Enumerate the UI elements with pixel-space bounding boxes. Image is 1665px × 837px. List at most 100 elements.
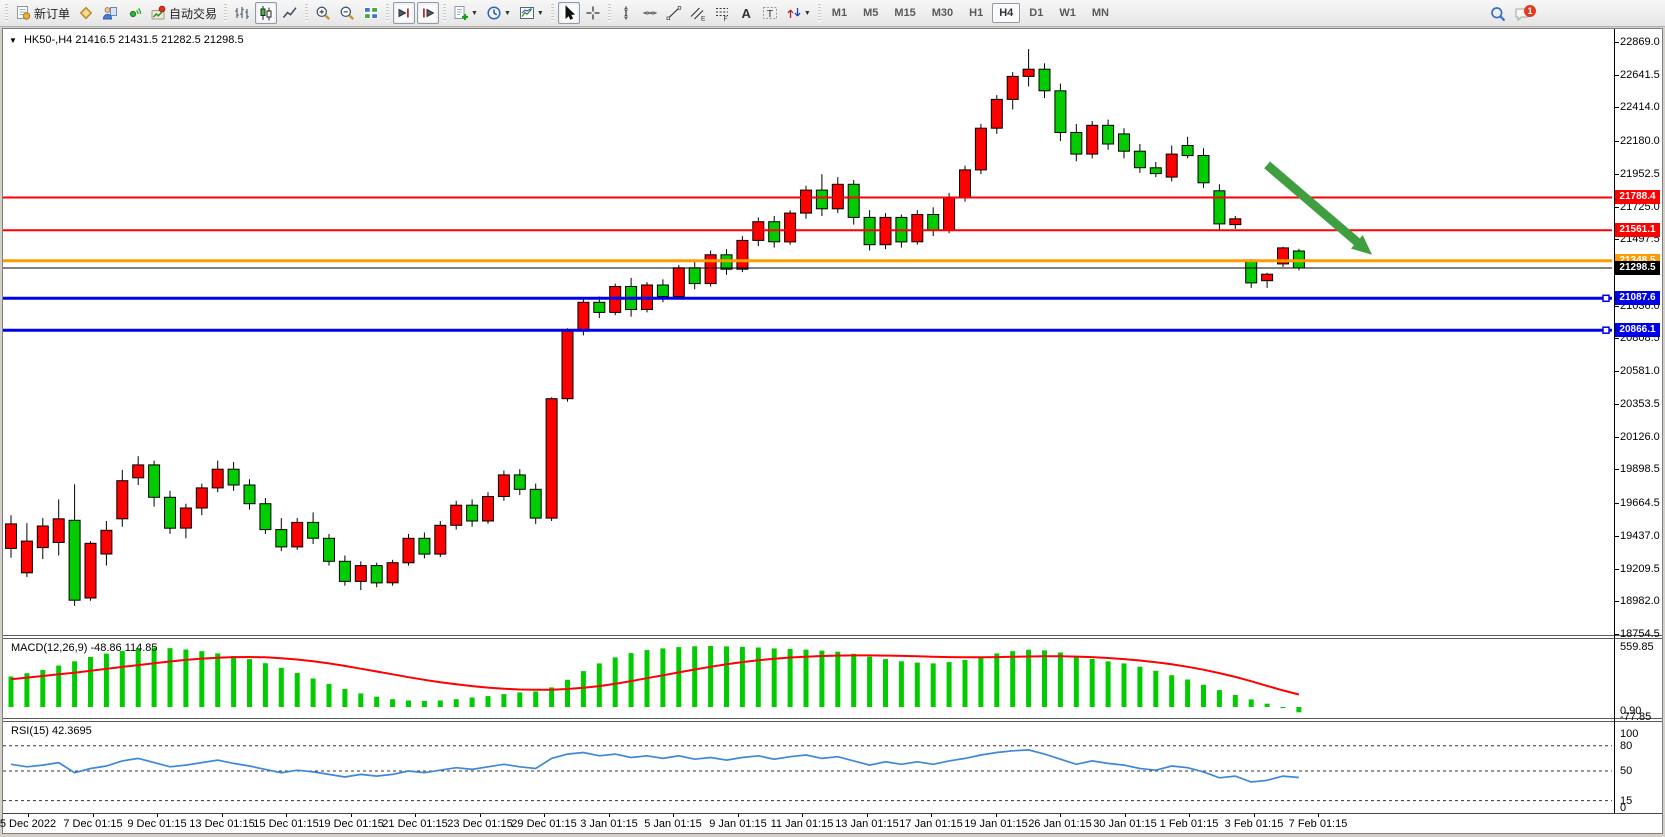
date-axis-tick [931, 814, 932, 817]
auto-scroll-button[interactable] [393, 2, 416, 24]
candle [736, 236, 749, 273]
toolbar-grip[interactable] [607, 4, 611, 22]
horizontal-line-button[interactable] [639, 2, 661, 24]
indicators-button[interactable]: ▼ [450, 2, 481, 24]
text-button[interactable]: A [735, 2, 757, 24]
candle [1006, 72, 1019, 110]
equidistant-channel-button[interactable]: E [687, 2, 709, 24]
rsi-axis-label: 15 [1620, 795, 1633, 807]
date-axis-label: 19 Dec 01:15 [318, 818, 384, 830]
timeframe-w1-button[interactable]: W1 [1059, 7, 1076, 19]
price-axis-tick-label: 22869.0 [1620, 36, 1660, 48]
periods-button[interactable]: ▼ [483, 2, 514, 24]
price-axis-tick [1614, 42, 1619, 43]
date-axis-label: 19 Jan 01:15 [964, 818, 1028, 830]
date-axis-label: 21 Dec 01:15 [382, 818, 448, 830]
price-axis-tick [1614, 239, 1619, 240]
fibonacci-button[interactable]: F [711, 2, 733, 24]
candle [1213, 184, 1226, 231]
timeframe-m5-button[interactable]: M5 [863, 7, 879, 19]
candle [275, 518, 288, 552]
candle [561, 328, 574, 402]
date-axis-label: 5 Dec 2022 [0, 818, 57, 830]
price-axis-tick-label: 22180.0 [1620, 135, 1660, 147]
toolbar-grip[interactable] [386, 4, 390, 22]
toolbar-grip[interactable] [550, 4, 554, 22]
chart-shift-button[interactable] [417, 2, 440, 24]
navigator-button[interactable] [123, 2, 145, 24]
timeframe-m1-button[interactable]: M1 [831, 7, 848, 19]
trendline-icon [666, 5, 682, 21]
trend-arrow-annotation[interactable] [1264, 161, 1373, 255]
date-axis[interactable]: 5 Dec 2022 7 Dec 01:15 9 Dec 01:15 13 Dec 0… [0, 813, 1662, 833]
symbol-header[interactable]: ▼ HK50-,H4 21416.5 21431.5 21282.5 21298… [9, 34, 244, 46]
toolbar-group [230, 2, 302, 24]
candle [164, 490, 176, 534]
arrows-button-dropdown-arrow[interactable]: ▼ [803, 9, 811, 17]
timeframe-mn-button[interactable]: MN [1091, 7, 1109, 19]
timeframe-m30-button[interactable]: M30 [931, 7, 954, 19]
candle [1165, 145, 1178, 182]
main-chart[interactable] [3, 29, 1614, 637]
toolbar-grip[interactable] [817, 4, 821, 22]
date-axis-label: 9 Dec 01:15 [127, 818, 187, 830]
cursor-button[interactable] [557, 2, 580, 24]
crosshair-button[interactable] [582, 2, 604, 24]
periods-button-dropdown-arrow[interactable]: ▼ [503, 9, 511, 17]
candle [1197, 148, 1210, 188]
new-order-button[interactable]: 新订单 [12, 2, 73, 24]
price-axis-tick [1614, 469, 1619, 470]
panel-separator[interactable] [3, 635, 1662, 639]
candlestick-chart-button[interactable] [255, 2, 278, 24]
autotrading-button[interactable]: 自动交易 [147, 2, 220, 24]
rsi-axis-label: 80 [1620, 740, 1633, 752]
level-line-endpoint-marker[interactable] [1602, 294, 1610, 303]
candle [990, 95, 1003, 134]
market-watch-button[interactable] [99, 2, 121, 24]
notifications-button[interactable]: 1 [1511, 3, 1536, 25]
timeframe-h1-button[interactable]: H1 [969, 7, 984, 19]
gold-chart-button[interactable] [75, 2, 97, 24]
line-chart-button[interactable] [279, 2, 301, 24]
arrows-button[interactable]: ▼ [783, 2, 814, 24]
macd-panel[interactable] [3, 640, 1614, 718]
tile-windows-button[interactable] [360, 2, 382, 24]
tile-windows-icon [363, 5, 379, 21]
toolbar-grip[interactable] [224, 4, 228, 22]
toolbar-grip[interactable] [305, 4, 309, 22]
candle [52, 499, 65, 556]
zoom-in-button[interactable] [312, 2, 334, 24]
price-axis-tick [1614, 306, 1619, 307]
chart-window[interactable]: ▼ HK50-,H4 21416.5 21431.5 21282.5 21298… [0, 28, 1663, 834]
candle [688, 262, 701, 290]
rsi-panel[interactable] [3, 722, 1614, 813]
candle [148, 460, 161, 507]
indicators-button-dropdown-arrow[interactable]: ▼ [471, 9, 478, 17]
timeframe-h4-button[interactable]: H4 [992, 3, 1021, 23]
candle [1133, 144, 1146, 173]
level-line-endpoint-marker[interactable] [1602, 326, 1610, 334]
templates-button-dropdown-arrow[interactable]: ▼ [536, 9, 544, 17]
date-axis-tick [1060, 814, 1061, 817]
search-button[interactable] [1487, 3, 1509, 25]
toolbar-grip[interactable] [443, 4, 447, 22]
panel-separator[interactable] [3, 718, 1662, 722]
zoom-out-button[interactable] [336, 2, 358, 24]
crosshair-icon [585, 5, 601, 21]
bar-chart-button[interactable] [231, 2, 253, 24]
templates-button[interactable]: ▼ [516, 2, 547, 24]
toolbar-grip[interactable] [5, 4, 8, 22]
timeframe-m15-button[interactable]: M15 [894, 7, 916, 19]
candle [434, 521, 447, 557]
macd-axis-label: -77.85 [1620, 711, 1652, 723]
collapse-icon[interactable]: ▼ [9, 36, 17, 45]
price-axis-tick [1614, 174, 1619, 175]
vertical-line-button[interactable] [615, 2, 637, 24]
svg-text:F: F [723, 16, 727, 21]
timeframe-d1-button[interactable]: D1 [1029, 7, 1044, 19]
text-label-button[interactable]: T [759, 2, 781, 24]
trendline-button[interactable] [663, 2, 685, 24]
date-axis-tick [1318, 814, 1319, 817]
new-order-button-label: 新订单 [34, 6, 71, 21]
